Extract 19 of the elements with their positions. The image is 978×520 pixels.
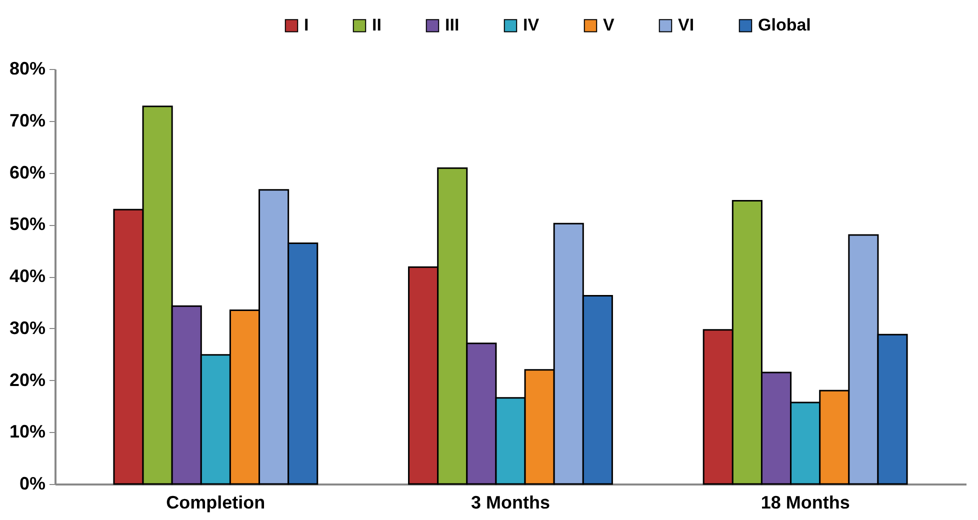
x-tick-label: 3 Months	[471, 492, 550, 512]
y-tick-label: 0%	[19, 474, 46, 494]
y-tick-label: 30%	[9, 318, 46, 338]
y-tick-label: 10%	[9, 422, 46, 442]
y-tick-label: 20%	[9, 370, 46, 390]
legend-label: I	[304, 16, 309, 35]
y-tick-label: 80%	[9, 58, 46, 78]
legend-label: III	[445, 16, 460, 35]
legend-label: Global	[758, 16, 811, 35]
x-tick-label: Completion	[166, 492, 266, 512]
legend-label: V	[603, 16, 615, 35]
y-tick-label: 60%	[9, 162, 46, 182]
legend-label: VI	[678, 16, 694, 35]
y-tick-label: 50%	[9, 214, 46, 234]
y-tick-label: 40%	[9, 266, 46, 286]
x-tick-label: 18 Months	[760, 492, 850, 512]
legend-label: IV	[523, 16, 540, 35]
legend-label: II	[372, 16, 382, 35]
y-tick-label: 70%	[9, 110, 46, 130]
